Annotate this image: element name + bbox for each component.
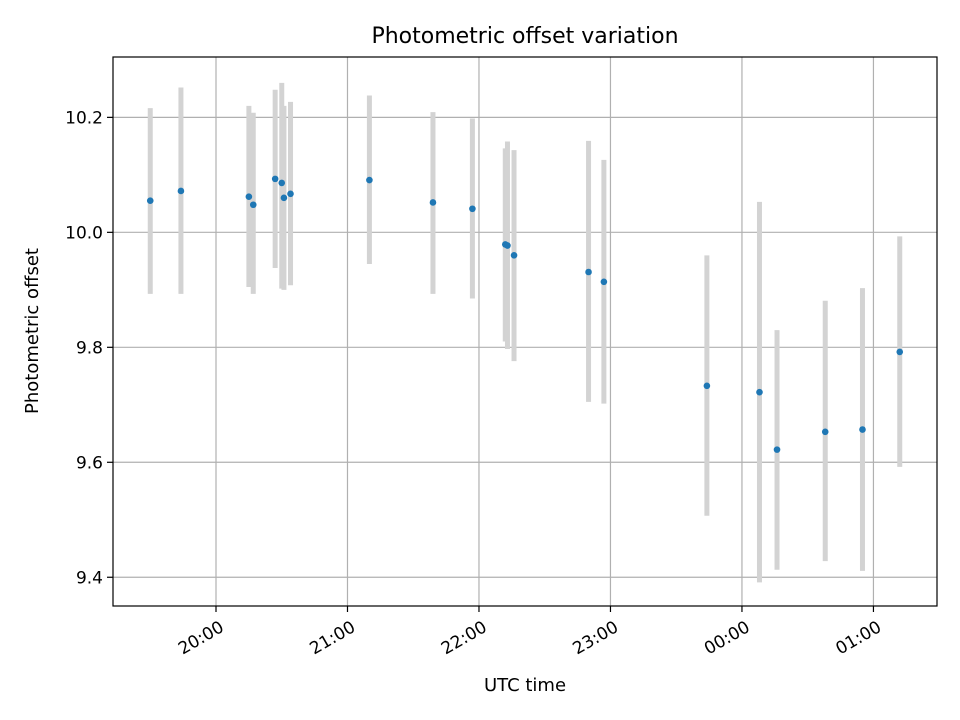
data-point	[146, 197, 154, 205]
data-point	[280, 194, 288, 202]
data-point	[703, 382, 711, 390]
data-point	[896, 348, 904, 356]
data-point	[469, 205, 476, 213]
y-tick-label: 9.4	[76, 568, 103, 588]
data-point	[287, 190, 294, 198]
y-axis-label: Photometric offset	[22, 248, 43, 414]
y-tick-label: 10.2	[65, 108, 103, 128]
plot-frame	[112, 56, 938, 607]
data-point	[177, 187, 185, 195]
data-point	[278, 179, 286, 187]
data-point	[756, 388, 763, 396]
data-point	[271, 175, 279, 183]
data-points	[146, 175, 904, 453]
y-tick-label: 10.0	[65, 223, 103, 243]
x-axis-label: UTC time	[484, 675, 566, 696]
data-point	[249, 201, 257, 209]
y-tick-label: 9.8	[76, 338, 103, 358]
data-point	[245, 193, 253, 200]
data-point	[510, 252, 518, 259]
chart-title: Photometric offset variation	[371, 24, 678, 49]
data-point	[773, 446, 781, 453]
data-point	[821, 428, 829, 436]
data-point	[600, 278, 608, 286]
data-point	[366, 176, 373, 184]
y-tick-label: 9.6	[76, 453, 103, 473]
data-point	[429, 199, 437, 206]
data-point	[859, 426, 866, 433]
data-point	[585, 268, 592, 276]
data-point	[504, 242, 511, 249]
